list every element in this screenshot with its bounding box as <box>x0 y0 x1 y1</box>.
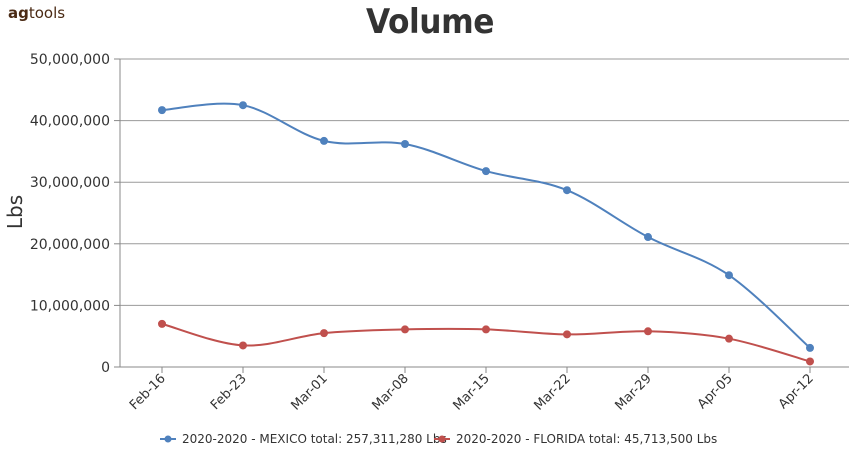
legend-swatch-marker <box>164 435 172 443</box>
data-point[interactable] <box>806 343 814 352</box>
x-tick-label: Mar-01 <box>288 371 330 413</box>
data-point[interactable] <box>482 167 490 176</box>
x-tick-label: Mar-29 <box>612 371 654 413</box>
data-point[interactable] <box>482 325 490 334</box>
data-point[interactable] <box>401 140 409 149</box>
data-point[interactable] <box>239 101 247 110</box>
y-tick-label: 0 <box>101 360 110 376</box>
legend-label: 2020-2020 - FLORIDA total: 45,713,500 Lb… <box>456 432 717 446</box>
legend[interactable]: 2020-2020 - MEXICO total: 257,311,280 Lb… <box>160 432 717 446</box>
chart-title: Volume <box>365 2 495 42</box>
data-point[interactable] <box>563 330 571 339</box>
x-axis-ticks: Feb-16 Feb-23 Mar-01 Mar-08 Mar-15 Mar-22 Mar-… <box>127 367 817 414</box>
x-tick-label: Mar-15 <box>450 371 492 413</box>
x-tick-label: Apr-05 <box>695 371 736 412</box>
x-tick-label: Mar-08 <box>369 371 411 413</box>
y-axis-ticks: 0 10,000,000 20,000,000 30,000,000 40,000,00… <box>30 52 120 376</box>
x-tick-label: Mar-22 <box>531 371 573 413</box>
gridlines <box>119 58 849 368</box>
x-tick-label: Feb-16 <box>127 371 169 413</box>
agtools-logo: agtools <box>8 4 66 22</box>
data-point[interactable] <box>158 319 166 328</box>
y-tick-label: 40,000,000 <box>30 114 110 130</box>
legend-item[interactable]: 2020-2020 - FLORIDA total: 45,713,500 Lb… <box>434 432 717 446</box>
data-point[interactable] <box>806 357 814 366</box>
data-point[interactable] <box>401 325 409 334</box>
y-tick-label: 20,000,000 <box>30 237 110 253</box>
data-point[interactable] <box>563 186 571 195</box>
y-axis-label: Lbs <box>3 195 27 229</box>
series-layer <box>158 101 814 366</box>
data-point[interactable] <box>320 136 328 145</box>
data-point[interactable] <box>644 233 652 242</box>
data-point[interactable] <box>644 327 652 336</box>
series-line <box>161 102 811 349</box>
data-point[interactable] <box>320 329 328 338</box>
y-tick-label: 30,000,000 <box>30 175 110 191</box>
legend-label: 2020-2020 - MEXICO total: 257,311,280 Lb… <box>182 432 447 446</box>
data-point[interactable] <box>158 106 166 115</box>
legend-swatch-marker <box>438 435 446 443</box>
x-tick-label: Apr-12 <box>776 371 817 412</box>
y-tick-label: 50,000,000 <box>30 52 110 68</box>
y-tick-label: 10,000,000 <box>30 298 110 314</box>
legend-item[interactable]: 2020-2020 - MEXICO total: 257,311,280 Lb… <box>160 432 447 446</box>
series-mexico <box>158 101 814 352</box>
x-tick-label: Feb-23 <box>208 371 250 413</box>
data-point[interactable] <box>725 334 733 343</box>
series-florida <box>158 319 814 366</box>
data-point[interactable] <box>725 271 733 280</box>
data-point[interactable] <box>239 341 247 350</box>
